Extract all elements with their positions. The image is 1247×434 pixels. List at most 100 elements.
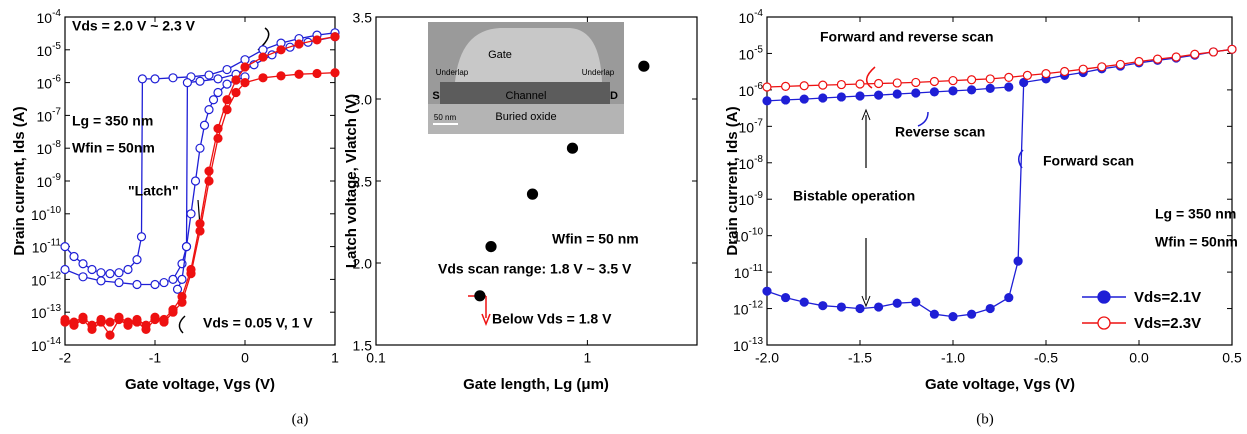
annotation: Reverse scan (895, 124, 985, 140)
y-tick-label: 10-12 (733, 299, 763, 317)
marker (780, 81, 791, 91)
marker (195, 143, 205, 153)
series-line (766, 48, 1233, 88)
marker (1078, 64, 1088, 74)
y-tick-label: 10-7 (37, 106, 62, 124)
marker (132, 255, 142, 265)
marker (186, 264, 196, 275)
marker (892, 89, 902, 99)
marker (258, 52, 268, 62)
marker (1208, 47, 1219, 57)
marker (78, 259, 88, 269)
y-tick-label: 10-14 (31, 336, 61, 354)
y-tick-label: 3.5 (353, 10, 373, 26)
marker (948, 86, 958, 96)
marker (873, 90, 884, 100)
y-tick-label: 10-10 (733, 226, 763, 244)
marker (294, 39, 304, 49)
arrow (917, 111, 929, 127)
marker (213, 123, 223, 134)
marker (159, 314, 169, 325)
caption: (b) (976, 411, 994, 427)
marker (1227, 44, 1237, 54)
marker (948, 312, 958, 322)
marker (929, 87, 940, 97)
x-axis-label: Gate voltage, Vgs (V) (925, 376, 1075, 393)
marker (87, 264, 97, 275)
y-tick-label: 10-13 (733, 336, 763, 354)
marker (78, 272, 88, 282)
y-tick-label: 10-7 (739, 117, 764, 135)
marker (150, 74, 160, 84)
marker (1019, 77, 1029, 88)
inset-label: Buried oxide (495, 111, 556, 123)
marker (199, 120, 210, 130)
marker (985, 303, 995, 314)
marker (1004, 82, 1014, 92)
inset-label: Gate (488, 49, 512, 61)
x-tick-label: 1 (331, 350, 339, 366)
y-axis-label: Latch voltage, Vlatch (V) (343, 94, 360, 268)
marker (799, 81, 809, 91)
marker (330, 32, 340, 42)
marker (213, 87, 223, 98)
inset-channel (440, 82, 610, 104)
x-tick-label: 0.5 (1222, 350, 1242, 366)
legend-marker (1097, 290, 1111, 304)
marker (141, 320, 151, 330)
annotation: Vds = 0.05 V, 1 V (203, 315, 313, 331)
marker (60, 314, 70, 325)
inset-oxide (428, 104, 624, 134)
marker (204, 70, 214, 80)
marker (137, 74, 147, 84)
x-axis-label: Gate voltage, Vgs (V) (125, 376, 275, 393)
marker (96, 276, 106, 286)
annotation: Forward scan (1043, 153, 1134, 169)
marker (330, 68, 340, 78)
marker (799, 297, 809, 307)
annotation: Below Vds = 1.8 V (492, 311, 612, 327)
marker (948, 75, 958, 86)
annotation: Bistable operation (793, 188, 915, 204)
marker (258, 73, 268, 83)
marker (799, 94, 809, 104)
inset-label: S (432, 90, 439, 102)
marker (114, 268, 124, 278)
marker (186, 209, 196, 219)
annotation: Vds = 2.0 V ~ 2.3 V (72, 18, 196, 34)
marker (1134, 56, 1144, 67)
marker (892, 298, 902, 308)
marker (873, 302, 884, 312)
caption: (a) (292, 411, 309, 427)
marker (294, 69, 304, 79)
y-tick-label: 10-6 (37, 73, 62, 91)
plot-frame (766, 16, 1233, 346)
marker (213, 74, 223, 84)
marker (60, 264, 70, 275)
marker (762, 286, 772, 296)
inset-label: D (610, 90, 618, 102)
x-tick-label: -2 (59, 350, 72, 366)
y-tick-label: 10-4 (37, 8, 62, 26)
marker (182, 77, 192, 88)
marker (780, 292, 791, 303)
marker (762, 96, 772, 106)
point (485, 241, 497, 253)
x-tick-label: 0.1 (366, 350, 386, 366)
marker (1004, 72, 1014, 83)
arrow (861, 108, 871, 121)
marker (762, 82, 772, 92)
marker (204, 166, 214, 176)
marker (1171, 52, 1181, 62)
y-tick-label: 10-8 (739, 153, 764, 171)
legend-label: Vds=2.1V (1134, 289, 1201, 306)
marker (123, 317, 133, 327)
y-tick-label: 3.0 (353, 92, 373, 108)
point (526, 188, 539, 200)
marker (892, 78, 902, 88)
y-tick-label: 10-11 (734, 263, 764, 281)
marker (985, 83, 995, 93)
point (566, 142, 579, 154)
marker (136, 232, 147, 242)
